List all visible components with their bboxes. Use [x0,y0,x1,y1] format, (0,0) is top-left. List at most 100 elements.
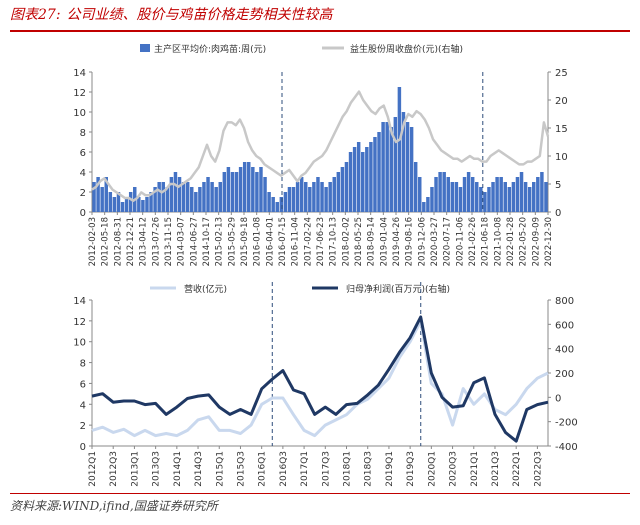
chart1-left-tick-label: 6 [80,148,86,159]
chart1-bar [222,172,227,212]
chart1-x-tick-label: 2012-02-03 [88,217,98,266]
footer-rule [10,493,630,494]
chart1-x-tick-label: 2014-10-17 [202,217,212,266]
chart1-bar [141,200,145,212]
chart1-x-tick-label: 2012-08-31 [113,217,123,266]
chart1-x-tick-label: 2021-02-26 [468,217,478,266]
chart1-bar [430,187,434,212]
chart1-x-tick-label: 2016-11-04 [291,217,301,266]
chart2-left-tick-label: 14 [73,296,86,307]
chart1-bar [499,177,503,212]
chart1-bar [181,182,186,212]
chart1-bar [242,162,247,212]
chart1-bar [283,192,288,212]
chart1-bar [104,177,108,212]
chart2-left-tick-label: 10 [73,338,86,349]
legend-swatch-chick-price [140,44,150,52]
chart1-bar [120,202,125,212]
chart1-x-tick-label: 2015-02-13 [215,217,225,266]
chart2-x-tick-label: 2019Q3 [406,451,416,487]
chart1-bar [190,187,194,212]
chart1-bar [418,177,422,212]
chart2-x-tick-label: 2014Q3 [194,451,204,487]
chart1-bar [230,172,235,212]
chart1-bar [389,127,393,212]
chart1-bar [483,192,487,212]
chart1-bar [332,177,336,212]
chart2-x-tick-label: 2013Q1 [130,451,140,487]
chart1-bar [495,177,499,212]
chart1-bar [259,167,263,212]
chart1-x-tick-label: 2012-05-18 [101,217,111,266]
chart1-bar [92,182,96,212]
chart1-bar [320,182,324,212]
chart1-bar [116,192,121,212]
chart1-stock-price-line [91,90,550,203]
chart1-bar [527,187,532,212]
chart1-x-tick-label: 2017-06-23 [316,217,326,266]
chart2-x-tick-label: 2016Q3 [279,451,289,487]
chart1-bar [308,187,312,212]
chart1-x-tick-label: 2017-02-24 [303,217,313,266]
chart1-x-tick-label: 2013-07-26 [151,217,161,266]
figure-caption: 公司业绩、股价与鸡苗价格走势相关性较高 [66,7,333,23]
chart1-bar [255,172,259,212]
chart1-x-tick-label: 2014-03-07 [177,217,187,266]
chart1-bar [348,152,353,212]
chart1-bar [422,202,426,212]
chart1-left-tick-label: 2 [80,188,86,199]
chart1-bar [169,177,174,212]
chart2-x-tick-label: 2012Q3 [109,451,119,487]
chart-revenue-and-net-profit: 营收(亿元) 归母净利润(百万元)(右轴) 0 2 4 6 8 10 12 14 -400 -200 0… [73,282,578,487]
chart1-bar [124,197,129,212]
chart1-right-tick-label: 25 [555,68,568,79]
chart1-bar [361,152,365,212]
chart1-bar [247,162,251,212]
chart1-bar [238,167,243,212]
chart1-bar [214,187,218,212]
title-rule [10,30,630,32]
chart1-right-tick-label: 5 [555,180,561,191]
chart2-x-tick-label: 2018Q3 [364,451,374,487]
chart1-bar [438,172,442,212]
chart1-bar [185,182,190,212]
chart1-x-tick-label: 2021-06-18 [481,217,491,266]
chart1-left-tick-label: 14 [73,68,86,79]
chart2-left-tick-label: 2 [80,421,86,432]
chart2-x-tick-label: 2020Q1 [427,451,437,487]
chart1-bar [128,192,133,212]
chart1-left-tick-label: 4 [80,168,86,179]
chart1-bar [202,182,206,212]
chart1-bar [312,182,316,212]
chart1-bar [466,172,471,212]
chart1-left-tick-label: 0 [80,208,86,219]
chart1-bar [263,177,267,212]
chart1-bar [194,192,198,212]
chart1-bar [100,187,104,212]
chart1-x-tick-label: 2016-07-15 [278,217,288,266]
chart1-bar [503,182,507,212]
chart1-bar [153,187,157,212]
chart2-x-tick-label: 2015Q3 [236,451,246,487]
chart1-bar [479,187,483,212]
chart1-bar [540,172,544,212]
chart2-x-tick-label: 2020Q3 [449,451,459,487]
chart1-x-tick-label: 2014-06-27 [189,217,199,266]
chart1-bar [137,197,141,212]
chart1-left-tick-label: 12 [73,88,86,99]
chart1-bar [279,197,284,212]
chart2-left-tick-label: 6 [80,379,86,390]
chart1-bar [206,177,210,212]
chart1-x-tick-label: 2022-01-28 [506,217,516,266]
chart1-left-tick-label: 8 [80,128,86,139]
chart1-bar [299,177,304,212]
chart1-bar [401,112,406,212]
chart2-left-tick-label: 4 [80,400,86,411]
chart1-bar [373,137,377,212]
chart1-bar [397,87,402,212]
chart2-right-tick-label: 800 [555,296,574,307]
chart1-bar [536,177,540,212]
chart1-x-tick-label: 2022-09-09 [531,217,541,266]
chart1-bar [291,187,296,212]
